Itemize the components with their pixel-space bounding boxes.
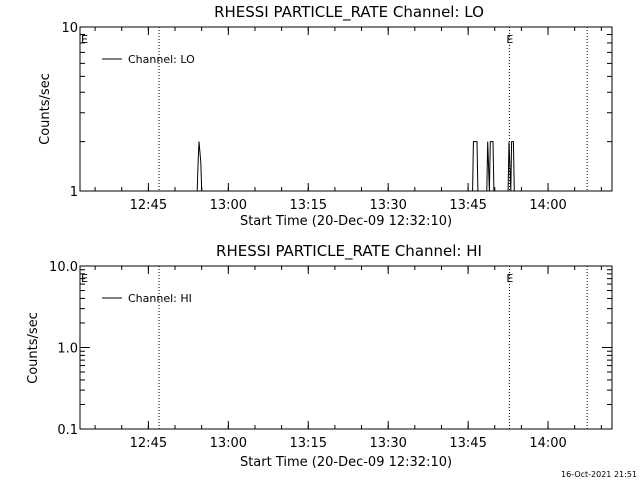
hi-legend: Channel: HI (102, 292, 192, 305)
lo-x-tick-label: 13:15 (290, 198, 327, 213)
lo-x-tick-label: 13:45 (449, 198, 486, 213)
lo-x-axis-label: Start Time (20-Dec-09 12:32:10) (240, 214, 452, 229)
lo-event-marker: E (81, 33, 88, 46)
hi-plot-frame (79, 265, 613, 430)
lo-x-tick-label: 13:00 (210, 198, 247, 213)
hi-x-tick-label: 12:45 (130, 436, 167, 451)
lo-x-tick-label: 12:45 (130, 198, 167, 213)
lo-y-tick-label: 10 (61, 21, 78, 36)
hi-y-tick-label: 10.0 (49, 260, 78, 275)
hi-y-axis-label: Counts/sec (26, 312, 41, 384)
lo-y-axis-label: Counts/sec (38, 73, 53, 145)
lo-legend-label: Channel: LO (128, 53, 195, 66)
hi-x-tick-label: 13:45 (449, 436, 486, 451)
hi-x-tick-label: 13:15 (290, 436, 327, 451)
hi-x-tick-label: 13:00 (210, 436, 247, 451)
lo-x-tick-label: 13:30 (369, 198, 406, 213)
lo-y-tick-label: 1 (70, 185, 78, 200)
lo-channel-panel: RHESSI PARTICLE_RATE Channel: LO Counts/… (38, 3, 613, 229)
hi-x-tick-label: 14:00 (529, 436, 566, 451)
hi-event-marker: E (81, 272, 88, 285)
hi-event-marker: E (506, 272, 513, 285)
hi-chart-marks: 12:45 13:00 13:15 13:30 13:45 14:00 0.1 1.0 10.0… (49, 260, 612, 451)
hi-y-tick-label: 0.1 (57, 423, 78, 438)
lo-legend: Channel: LO (102, 53, 195, 66)
hi-x-tick-label: 13:30 (369, 436, 406, 451)
lo-chart-title: RHESSI PARTICLE_RATE Channel: LO (214, 3, 484, 22)
lo-series-line (80, 141, 612, 192)
hi-x-axis-label: Start Time (20-Dec-09 12:32:10) (240, 455, 452, 470)
hi-y-tick-label: 1.0 (57, 342, 78, 357)
lo-plot-frame (79, 26, 613, 192)
lo-event-marker: E (506, 33, 513, 46)
footer-timestamp: 16-Oct-2021 21:51 (561, 470, 637, 479)
lo-x-tick-label: 14:00 (529, 198, 566, 213)
hi-legend-label: Channel: HI (128, 292, 192, 305)
hi-channel-panel: RHESSI PARTICLE_RATE Channel: HI Counts/… (26, 242, 613, 470)
hi-chart-title: RHESSI PARTICLE_RATE Channel: HI (216, 242, 482, 261)
